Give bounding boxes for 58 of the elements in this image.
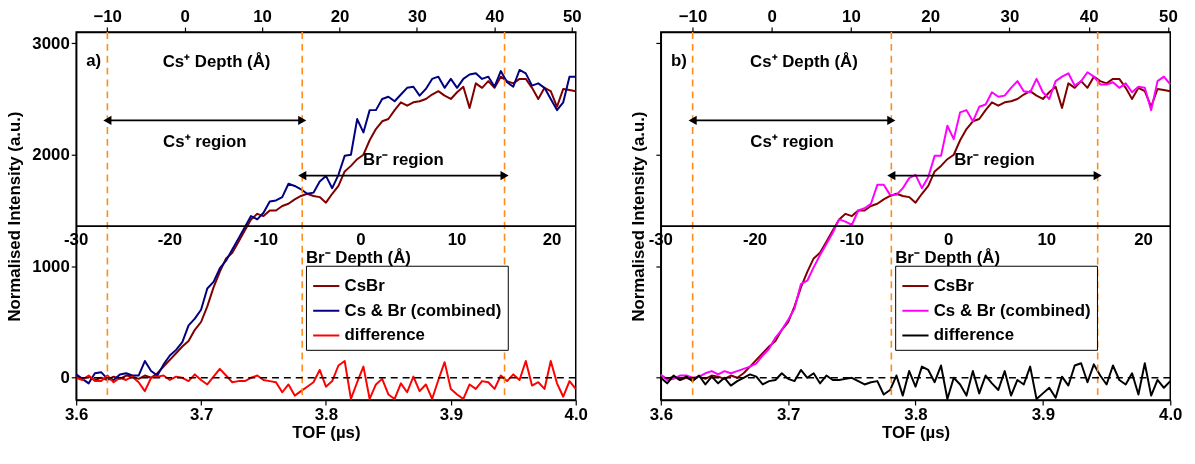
x2-tick-label: 10 <box>253 6 272 26</box>
x2-axis-title: Cs⁺ Depth (Å) <box>750 52 858 72</box>
x2-tick-label: 30 <box>1000 6 1020 26</box>
annotation: -20 <box>742 229 768 249</box>
x2-tick-label: 40 <box>485 6 505 26</box>
x2-tick-label: 20 <box>330 6 350 26</box>
annotation: b) <box>671 51 687 71</box>
legend-label: Cs & Br (combined) <box>933 300 1091 320</box>
y-tick-label: 3000 <box>32 33 70 53</box>
x-axis-title: TOF (µs) <box>292 423 361 443</box>
annotation: 0 <box>356 229 366 249</box>
annotation: Cs⁺ region <box>163 132 247 152</box>
x2-tick-label: 10 <box>842 6 861 26</box>
x-tick-label: 3.8 <box>314 405 339 425</box>
x2-tick-label: 0 <box>180 6 190 26</box>
x-tick-label: 3.7 <box>189 405 214 425</box>
x-tick-label: 3.9 <box>1031 405 1056 425</box>
x2-tick-label: 50 <box>563 6 582 26</box>
annotation: 20 <box>542 229 562 249</box>
x2-tick-label: −10 <box>93 6 122 26</box>
x-tick-label: 3.8 <box>904 405 928 425</box>
annotation: 10 <box>1037 229 1057 249</box>
x2-tick-label: 20 <box>921 6 941 26</box>
y-tick-label: 0 <box>60 368 70 388</box>
x-axis-title: TOF (µs) <box>881 423 951 443</box>
annotation: Br⁻ region <box>363 149 444 169</box>
annotation: Br⁻ region <box>954 149 1035 169</box>
x2-tick-label: 30 <box>408 6 427 26</box>
y-axis-title: Normalised Intensity (a.u.) <box>628 111 648 322</box>
x2-tick-label: −10 <box>678 6 708 26</box>
legend-label: CsBr <box>344 275 386 295</box>
legend-label: Cs & Br (combined) <box>344 300 502 320</box>
legend-label: CsBr <box>933 275 975 295</box>
y-tick-label: 1000 <box>32 256 70 276</box>
annotation: 20 <box>1134 229 1153 249</box>
annotation: -10 <box>839 229 864 249</box>
x2-tick-label: 40 <box>1079 6 1099 26</box>
y-axis-title: Normalised Intensity (a.u.) <box>5 111 25 322</box>
x2-tick-label: 50 <box>1159 6 1178 26</box>
x2-tick-label: 0 <box>767 6 777 26</box>
annotation: -10 <box>253 229 279 249</box>
x-tick-label: 4.0 <box>1159 405 1183 425</box>
annotation: 0 <box>943 229 954 249</box>
x-tick-label: 3.6 <box>64 405 89 425</box>
ref-line-label: Br⁻ Depth (Å) <box>895 247 1001 267</box>
x-tick-label: 3.7 <box>776 405 801 425</box>
x-tick-label: 3.6 <box>649 405 673 425</box>
y-tick-label: 2000 <box>32 145 70 165</box>
legend-label: difference <box>933 325 1015 345</box>
legend-label: difference <box>344 325 425 345</box>
annotation: a) <box>86 51 102 71</box>
x-tick-label: 3.9 <box>439 405 464 425</box>
annotation: -20 <box>157 229 182 249</box>
annotation: 10 <box>447 229 467 249</box>
ref-line-label: Br⁻ Depth (Å) <box>305 247 411 267</box>
annotation: Cs⁺ region <box>750 132 834 152</box>
x-tick-label: 4.0 <box>564 405 588 425</box>
x2-axis-title: Cs⁺ Depth (Å) <box>162 52 271 72</box>
